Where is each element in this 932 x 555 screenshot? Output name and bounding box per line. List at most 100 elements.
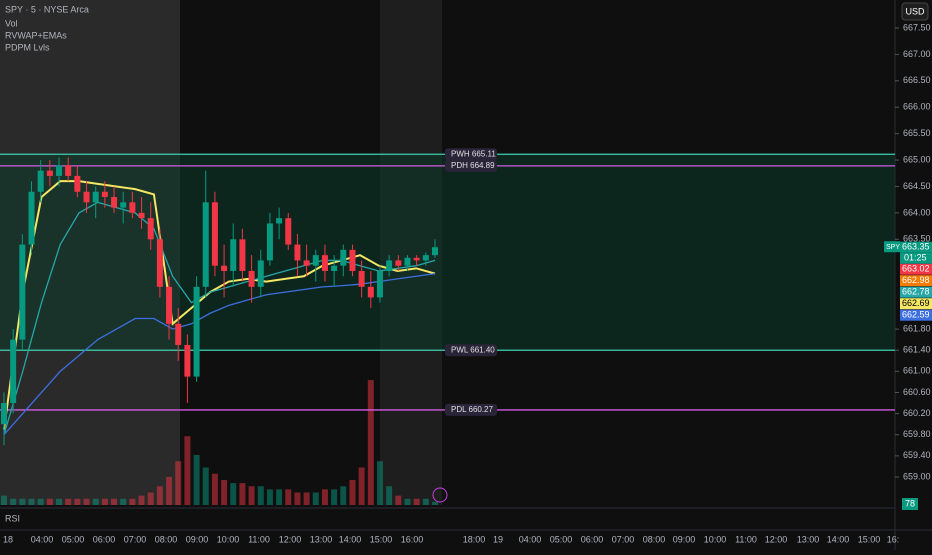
candle-body [101,191,108,198]
volume-bar [10,498,17,505]
candle-body [321,255,328,271]
candle-body [83,191,90,203]
volume-bar [175,461,182,505]
y-tick-label: 666.50 [903,75,931,85]
volume-bar [193,455,200,505]
volume-bar [321,489,328,505]
level-label: PDL 660.27 [451,405,494,414]
level-label: PWL 661.40 [451,345,495,354]
y-tick-label: 664.50 [903,181,931,191]
volume-bar [221,480,228,505]
candle-body [230,239,237,271]
x-tick-label: 18 [3,534,13,544]
candle-body [294,244,301,261]
price-tag-bg [900,275,932,287]
candle-body [303,260,310,266]
price-tag-bg [900,298,932,310]
countdown: 01:25 [904,253,927,263]
candle-body [395,260,402,266]
candle-body [138,212,145,219]
currency-button[interactable] [901,2,929,21]
level-tag [445,344,497,357]
x-tick-label: 15:00 [858,534,881,544]
candle-body [184,344,191,377]
volume-bar [37,498,44,505]
indicator: PDPM Lvls [5,42,50,52]
candle-body [56,165,63,176]
x-tick-label: 10:00 [704,534,727,544]
x-tick-label: 13:00 [310,534,333,544]
volume-bar [19,498,26,505]
y-tick-label: 663.50 [903,234,931,244]
x-tick-label: 09:00 [673,534,696,544]
x-tick-label: 07:00 [124,534,147,544]
y-tick-label: 660.20 [903,408,931,418]
y-tick-label: 661.00 [903,366,931,376]
volume-bar [166,476,173,505]
y-tick-label: 659.80 [903,429,931,439]
candle-body [19,244,26,340]
symbol: SPY · 5 · NYSE Arca [5,4,89,14]
price-tag-bg [900,263,932,275]
price-tag: 663.02 [902,264,930,274]
volume-bar [230,483,237,505]
candle-body [386,260,393,271]
candle-body [431,247,438,256]
candle-body [413,257,420,261]
volume-bar [276,489,283,505]
candle-body [239,239,246,271]
y-tick-label: 665.00 [903,154,931,164]
indicator-line [3,201,436,435]
candle-body [37,170,44,192]
candle-body [266,223,273,261]
candle-body [156,239,163,287]
y-tick-label: 659.00 [903,471,931,481]
candle-body [349,249,356,271]
volume-bar [202,467,209,505]
x-tick-label: 15:00 [370,534,393,544]
volume-bar [358,467,365,505]
volume-bar [285,489,292,505]
x-tick-label: 14:00 [339,534,362,544]
currency[interactable]: USD [905,6,925,16]
volume-bar [83,498,90,505]
x-tick-label: 13:00 [797,534,820,544]
volume-bar [28,498,35,505]
y-tick-label: 660.60 [903,387,931,397]
candle-body [175,323,182,345]
candle-body [28,191,35,245]
rsi-tag-bg [902,498,918,510]
volume-bar [138,495,145,505]
x-tick-label: 04:00 [31,534,54,544]
countdown-bg [900,252,932,264]
alert-icon[interactable] [432,487,448,503]
volume-bar [431,501,438,505]
candle-body [1,403,7,425]
candle-body [129,202,136,213]
x-tick-label: 07:00 [612,534,635,544]
volume-bar [312,492,319,505]
volume-bar [248,486,255,505]
volume-bar [294,492,301,505]
price-tag: 662.59 [902,310,930,320]
level-tag [445,159,497,172]
volume-bar [74,498,81,505]
volume-bar [376,461,383,505]
volume-bar [147,492,154,505]
candle-body [111,197,118,208]
volume-bar [413,498,420,505]
x-tick-label: 19 [493,534,503,544]
price-tag-bg [900,309,932,321]
candle-body [74,175,81,192]
candle-body [211,202,218,266]
level-label: PDH 664.89 [451,161,495,170]
volume-bar [266,489,273,505]
x-tick-label: 06:00 [93,534,116,544]
level-zone [0,154,895,351]
candle-body [193,286,200,377]
volume-bar [129,498,136,505]
volume-bar [257,486,264,505]
volume-bar [56,498,63,505]
y-tick-label: 667.00 [903,49,931,59]
candle-body [312,255,319,266]
